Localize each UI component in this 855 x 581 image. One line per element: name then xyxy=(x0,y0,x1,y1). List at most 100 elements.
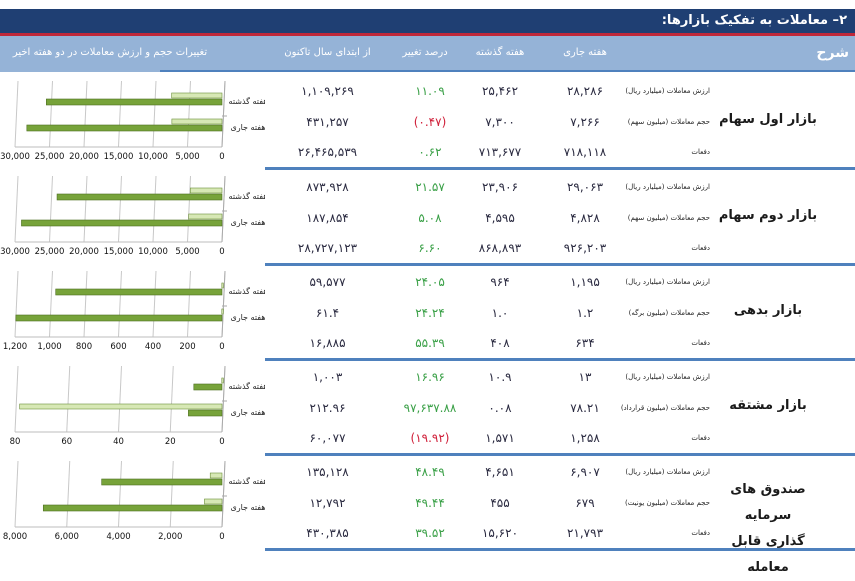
gridline xyxy=(49,80,53,148)
tick-label: 60 xyxy=(61,437,72,447)
last-week-value: ۱۰.۹ xyxy=(488,370,512,384)
pct-change-value: ۲۴.۲۴ xyxy=(415,306,445,320)
bar-chart: 30,000 25,000 20,000 15,000 10,000 5,000 0 هفته… xyxy=(0,175,265,257)
gridline xyxy=(187,175,191,243)
separator xyxy=(265,358,855,361)
gridline xyxy=(118,175,122,243)
ytd-value: ۲۶,۴۶۵,۵۳۹ xyxy=(297,145,358,159)
gridline xyxy=(66,365,71,433)
tick-label: 5,000 xyxy=(175,247,199,257)
bar-volume xyxy=(19,403,223,410)
current-week-value: ۱,۲۵۸ xyxy=(570,431,600,445)
category-label: هفته گذشته xyxy=(229,381,265,391)
tick-label: 0 xyxy=(219,247,224,257)
metric-label: حجم معاملات (میلیون برگه) xyxy=(628,309,710,317)
axis-line xyxy=(221,175,226,243)
pct-change-value: ۹۷,۶۳۷.۸۸ xyxy=(403,401,457,415)
gridline xyxy=(83,270,88,338)
pct-change-value: ۳۹.۵۲ xyxy=(415,526,445,540)
ytd-value: ۱۸۷,۸۵۴ xyxy=(306,211,349,225)
metric-label: ارزش معاملات (میلیارد ریال) xyxy=(625,468,710,476)
category-label: هفته جاری xyxy=(230,408,265,417)
tick-label: 600 xyxy=(110,342,126,352)
pct-change-value: ۵۵.۳۹ xyxy=(415,336,445,350)
last-week-value: ۱.۰ xyxy=(491,306,509,320)
separator xyxy=(265,263,855,266)
category-label: هفته گذشته xyxy=(229,191,265,201)
tick-label: 20,000 xyxy=(69,152,99,162)
tick-label: 1,000 xyxy=(37,342,61,352)
current-week-value: ۷۱۸,۱۱۸ xyxy=(563,145,607,159)
bar-value xyxy=(188,409,223,417)
market-name-line2: گذاری قابل معامله xyxy=(731,534,805,575)
last-week-value: ۱,۵۷۱ xyxy=(485,431,515,445)
tick-label: 20,000 xyxy=(69,247,99,257)
last-week-value: ۷۱۳,۶۷۷ xyxy=(478,145,522,159)
gridline xyxy=(49,270,53,338)
ytd-value: ۱۳۵,۱۲۸ xyxy=(306,465,349,479)
separator xyxy=(265,167,855,170)
market-name: بازار بدهی xyxy=(733,303,803,318)
current-week-value: ۲۹,۰۶۳ xyxy=(566,180,604,194)
gridline xyxy=(83,175,88,243)
gridline xyxy=(118,80,122,148)
current-week-value: ۱.۲ xyxy=(576,306,594,320)
gridline xyxy=(14,270,19,338)
bar-volume xyxy=(189,187,223,194)
market-name-line1: صندوق های سرمایه xyxy=(730,482,806,523)
current-week-value: ۷۸.۲۱ xyxy=(570,401,600,415)
tick-label: 6,000 xyxy=(55,532,79,542)
tick-label: 25,000 xyxy=(35,247,65,257)
bar-value xyxy=(21,219,223,227)
category-label: هفته گذشته xyxy=(229,286,265,296)
separator xyxy=(265,453,855,456)
gridline xyxy=(118,365,122,433)
gridline xyxy=(14,80,19,148)
tick-label: 2,000 xyxy=(158,532,182,542)
tick-label: 0 xyxy=(219,342,224,352)
bar-value xyxy=(42,504,223,512)
pct-change-value: ۰.۶۲ xyxy=(418,145,442,159)
ytd-value: ۶۰,۰۷۷ xyxy=(309,431,346,445)
last-week-value: ۴۰۸ xyxy=(490,336,510,350)
category-label: هفته جاری xyxy=(230,503,265,512)
bar-volume xyxy=(221,377,224,384)
tick-label: 15,000 xyxy=(104,152,134,162)
metric-label: ارزش معاملات (میلیارد ریال) xyxy=(625,373,710,381)
ytd-value: ۸۷۳,۹۲۸ xyxy=(306,180,349,194)
last-week-value: ۰.۰۸ xyxy=(488,401,512,415)
bar-volume xyxy=(204,498,223,505)
category-label: هفته جاری xyxy=(230,218,265,227)
gridline xyxy=(187,270,191,338)
last-week-value: ۸۶۸,۸۹۳ xyxy=(478,241,522,255)
gridline xyxy=(152,270,157,338)
pct-change-value: ۱۶.۹۶ xyxy=(415,370,445,384)
category-label: هفته جاری xyxy=(230,313,265,322)
bar-volume xyxy=(221,282,224,289)
pct-change-value: (۱۹.۹۲) xyxy=(410,431,450,445)
bar-chart: 30,000 25,000 20,000 15,000 10,000 5,000 0 هفته… xyxy=(0,80,265,162)
metric-label: دفعات xyxy=(691,244,710,252)
tick-label: 800 xyxy=(76,342,92,352)
axis-line xyxy=(221,460,226,528)
header-description: شرح xyxy=(816,45,849,61)
axis-line xyxy=(221,365,226,433)
tick-label: 0 xyxy=(219,532,224,542)
header-last-week: هفته گذشته xyxy=(475,47,525,58)
axis-line xyxy=(221,270,226,338)
last-week-value: ۹۶۴ xyxy=(490,275,510,289)
bar-value xyxy=(15,314,223,322)
separator xyxy=(160,70,855,72)
bar-value xyxy=(26,124,223,132)
ytd-value: ۴۳۰,۳۸۵ xyxy=(306,526,349,540)
current-week-value: ۲۸,۲۸۶ xyxy=(566,84,604,98)
separator xyxy=(265,548,855,551)
metric-label: ارزش معاملات (میلیارد ریال) xyxy=(625,278,710,286)
bar-volume xyxy=(221,308,224,315)
gridline xyxy=(118,460,122,528)
bar-volume xyxy=(171,118,223,125)
tick-label: 30,000 xyxy=(0,247,30,257)
market-name: صندوق های سرمایه گذاری قابل معامله xyxy=(713,477,823,581)
last-week-value: ۷,۳۰۰ xyxy=(485,115,515,129)
pct-change-value: ۲۴.۰۵ xyxy=(415,275,445,289)
